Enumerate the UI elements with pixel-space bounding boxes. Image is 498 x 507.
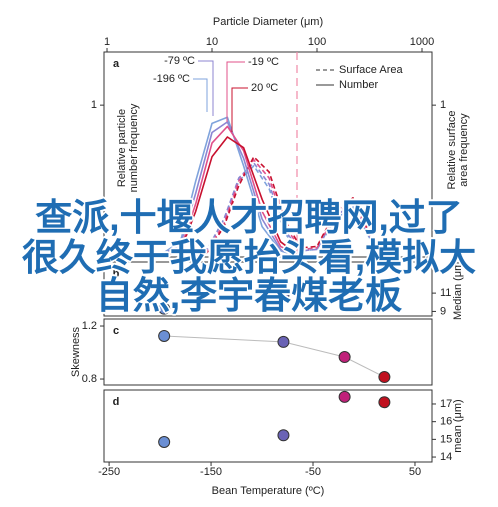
leader-line	[231, 87, 248, 132]
y-axis-title: number frequency	[128, 103, 140, 192]
y2-tick-label: 14	[440, 451, 452, 463]
panel-label: d	[113, 396, 120, 408]
data-point	[338, 390, 351, 403]
data-point	[277, 335, 290, 348]
number-curve	[156, 125, 302, 258]
y2-tick-label: 15	[440, 433, 452, 445]
data-point	[338, 351, 351, 364]
data-point	[378, 396, 391, 409]
panel-label: b	[113, 268, 120, 280]
data-point	[158, 329, 171, 342]
overlay-text: 自然,李宇春煤老板	[95, 275, 403, 316]
overlay-text: 很久终于我愿抬头看,模拟大	[21, 237, 477, 278]
panel-label: c	[113, 325, 119, 337]
x-axis-title: Particle Diameter (μm)	[213, 16, 323, 28]
y2-axis-title: area frequency	[458, 113, 470, 187]
data-point	[158, 436, 171, 449]
x-tick-label: 10	[206, 36, 218, 48]
series-label: 20 ºC	[251, 82, 278, 94]
data-point	[277, 288, 290, 301]
x-tick-label: 1	[104, 36, 110, 48]
panel-frame	[103, 51, 433, 258]
panel-frame	[103, 318, 433, 386]
leader-line	[226, 61, 245, 122]
fit-line	[164, 335, 385, 378]
y-tick-label: 1	[91, 99, 97, 111]
y2-tick-label: 9	[440, 305, 446, 317]
surface-curve	[188, 159, 391, 258]
series-label: -19 ºC	[248, 56, 279, 68]
panel-label: a	[113, 58, 120, 70]
y2-tick-label: 11	[440, 287, 451, 299]
legend-label: Number	[339, 79, 378, 91]
panel-frame	[103, 261, 433, 317]
data-point	[158, 302, 171, 315]
legend-label: Surface Area	[339, 64, 403, 76]
surface-curve	[188, 156, 391, 258]
surface-curve	[188, 162, 391, 258]
surface-curve	[188, 165, 391, 258]
overlay-text: 查派,十堰人才招聘网,过了	[35, 197, 463, 238]
y-axis-title: Relative particle	[116, 109, 128, 187]
leader-line	[193, 78, 208, 112]
x-tick-label: 1000	[410, 36, 434, 48]
y2-tick-label: 16	[440, 416, 452, 428]
y2-axis-title: mean (μm)	[452, 399, 464, 452]
x-tick-label: 100	[308, 36, 326, 48]
series-label: -196 ºC	[153, 73, 190, 85]
y2-axis-title: Relative surface	[446, 111, 458, 190]
x-tick-label: 50	[409, 466, 421, 478]
x-tick-label: -50	[305, 466, 321, 478]
y-tick-label: 0.8	[82, 373, 97, 385]
data-point	[378, 371, 391, 384]
series-label: -79 ºC	[164, 55, 195, 67]
x-tick-label: -150	[200, 466, 222, 478]
y2-axis-title: Median (μm)	[452, 258, 464, 320]
y-tick-label: 1.2	[82, 320, 97, 332]
number-curve	[156, 136, 302, 258]
data-point	[277, 429, 290, 442]
panel-frame	[103, 389, 433, 463]
y2-tick-label: 17	[440, 398, 452, 410]
x-axis-title: Bean Temperature (ºC)	[212, 485, 325, 497]
x-tick-label: -250	[98, 466, 120, 478]
leader-line	[198, 60, 214, 116]
y2-tick-label: 1	[440, 99, 446, 111]
y-axis-title: Skewness	[70, 326, 82, 377]
